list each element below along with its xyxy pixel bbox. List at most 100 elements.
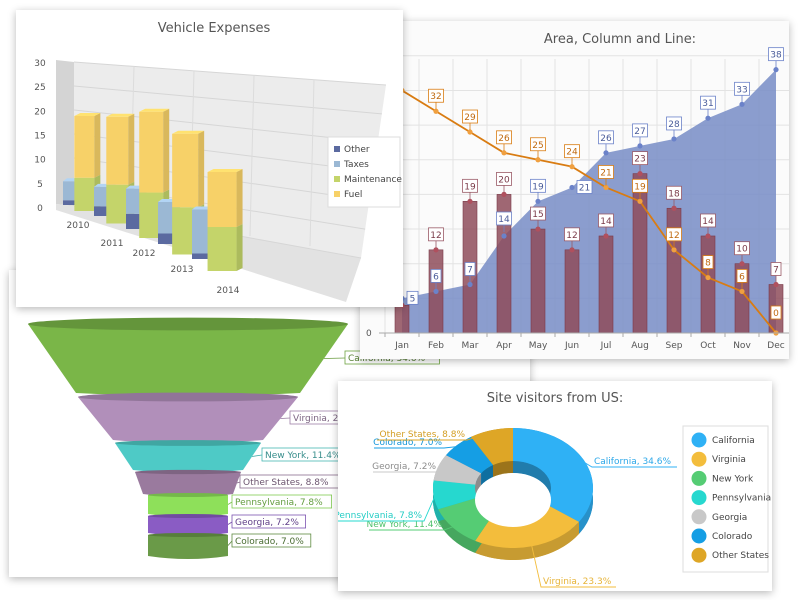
funnel-segment-body [148, 535, 228, 559]
area-x-tick: Oct [700, 341, 716, 351]
area-point [501, 233, 507, 239]
area-label-box [496, 211, 512, 226]
vehicle-bar-top [139, 108, 170, 112]
vehicle-y-tick: 30 [34, 59, 46, 69]
donut-slice-inner-wall [493, 461, 513, 478]
column-label: 14 [598, 213, 614, 234]
vehicle-bar-maintenance [106, 184, 129, 224]
column-point [535, 226, 541, 232]
column-label-box [734, 241, 750, 256]
donut-label-leader [530, 544, 616, 588]
area-x-tick: Jan [394, 341, 409, 351]
funnel-label-text: Virginia, 23 [293, 414, 344, 424]
funnel-label-leader [227, 540, 233, 546]
line-point [671, 247, 677, 253]
area-label-text: 31 [702, 99, 713, 109]
vehicle-legend-item: Taxes [343, 160, 369, 170]
line-label: 6 [736, 269, 748, 290]
area-label-box [632, 123, 648, 138]
vehicle-bar-fuel [172, 133, 199, 208]
column-label-box [770, 262, 782, 276]
column-bar [700, 235, 716, 334]
column-label-box [462, 178, 478, 193]
line-label-text: 8 [705, 259, 711, 269]
vehicle-side-wall [56, 60, 74, 206]
site-visitors-donut-chart: Site visitors from US: California, 34.6%… [338, 391, 771, 588]
funnel-label-leader [236, 481, 241, 484]
site-visitors-card: Site visitors from US: California, 34.6%… [338, 381, 772, 591]
column-label-text: 10 [736, 245, 748, 255]
line-label-text: 19 [634, 182, 646, 192]
funnel-label-leader [227, 521, 233, 525]
vehicle-legend-item: Fuel [344, 190, 362, 200]
vehicle-expenses-chart: Vehicle Expenses 0 5 10 15 20 25 30 2010 2011 201… [34, 21, 402, 302]
area-label-box [576, 180, 593, 194]
line-label-box [496, 130, 512, 145]
donut-plot: California, 34.6% Virginia, 23.3% New York… [338, 428, 677, 588]
column-bar [564, 249, 580, 334]
area-point [671, 136, 677, 142]
area-label-text: 19 [532, 182, 544, 192]
vehicle-plot: 0 5 10 15 20 25 30 2010 2011 2012 2013 2014 [34, 59, 387, 302]
funnel-label-text: New York, 11.4% [265, 451, 341, 461]
vehicle-y-tick: 0 [37, 204, 43, 214]
donut-label-leader [581, 460, 677, 468]
column-label-text: 15 [532, 210, 543, 220]
column-point [671, 205, 677, 211]
column-label: 23 [632, 151, 648, 172]
line-label-text: 26 [498, 134, 510, 144]
line-label-box [632, 178, 648, 193]
line-label-text: 21 [600, 168, 611, 178]
donut-legend-swatch [691, 509, 707, 525]
column-label-text: 20 [498, 175, 510, 185]
column-label-box [666, 185, 682, 200]
funnel-segment: New York, 11.4% [115, 440, 347, 473]
area-chart-title: Area, Column and Line: [544, 32, 696, 47]
vehicle-legend-item: Maintenance [344, 175, 402, 185]
donut-label-leader [369, 525, 455, 531]
donut-legend-item: Georgia [712, 513, 747, 523]
area-label-text: 27 [634, 127, 645, 137]
vehicle-legend-swatch [334, 191, 340, 197]
area-x-tick: Apr [496, 341, 512, 351]
area-label-text: 5 [410, 294, 416, 304]
area-point [535, 198, 541, 204]
vehicle-bar-side [198, 130, 205, 208]
vehicle-legend-swatch [334, 146, 340, 152]
area-point [705, 115, 711, 121]
vehicle-y-tick: 25 [34, 83, 45, 93]
column-label-box [632, 151, 648, 166]
funnel-segment-body [28, 324, 348, 396]
vehicle-y-tick: 15 [34, 132, 45, 142]
donut-label-text: Virginia, 23.3% [543, 577, 612, 587]
vehicle-bar-maintenance [74, 177, 95, 211]
funnel-segment: Virginia, 23 [78, 392, 359, 443]
area-label-box [598, 130, 614, 145]
column-bar [530, 228, 546, 334]
donut-slice-wall [433, 480, 439, 522]
line-point [467, 129, 473, 135]
column-label-text: 23 [634, 155, 645, 165]
area-label: 38 [768, 47, 784, 68]
vehicle-x-tick: 2010 [67, 221, 90, 231]
line-label: 29 [462, 109, 478, 131]
area-plot: 5 6 7 14 19 21 26 27 28 31 33 38 12 19 20 15 12 14 23 18 14 1… [360, 47, 789, 351]
area-point [739, 101, 745, 107]
line-point [569, 164, 575, 170]
donut-label: Virginia, 23.3% [530, 544, 616, 588]
donut-label-leader [338, 494, 436, 522]
column-label-box [598, 213, 614, 228]
funnel-segment: California, 34.6% [28, 317, 440, 396]
funnel-segment-top [115, 440, 261, 446]
donut-slice-inner-wall [513, 461, 551, 516]
area-label-text: 26 [600, 134, 612, 144]
column-label: 18 [666, 185, 682, 207]
donut-legend-item: Virginia [712, 455, 746, 465]
vehicle-bar-top [74, 113, 101, 116]
vehicle-legend-swatch [334, 161, 340, 167]
area-x-tick: Mar [462, 341, 479, 351]
vehicle-bar-other [63, 200, 80, 205]
donut-label-text: California, 34.6% [594, 457, 671, 467]
line-label-text: 25 [532, 141, 543, 151]
funnel-segment-body [78, 397, 298, 443]
